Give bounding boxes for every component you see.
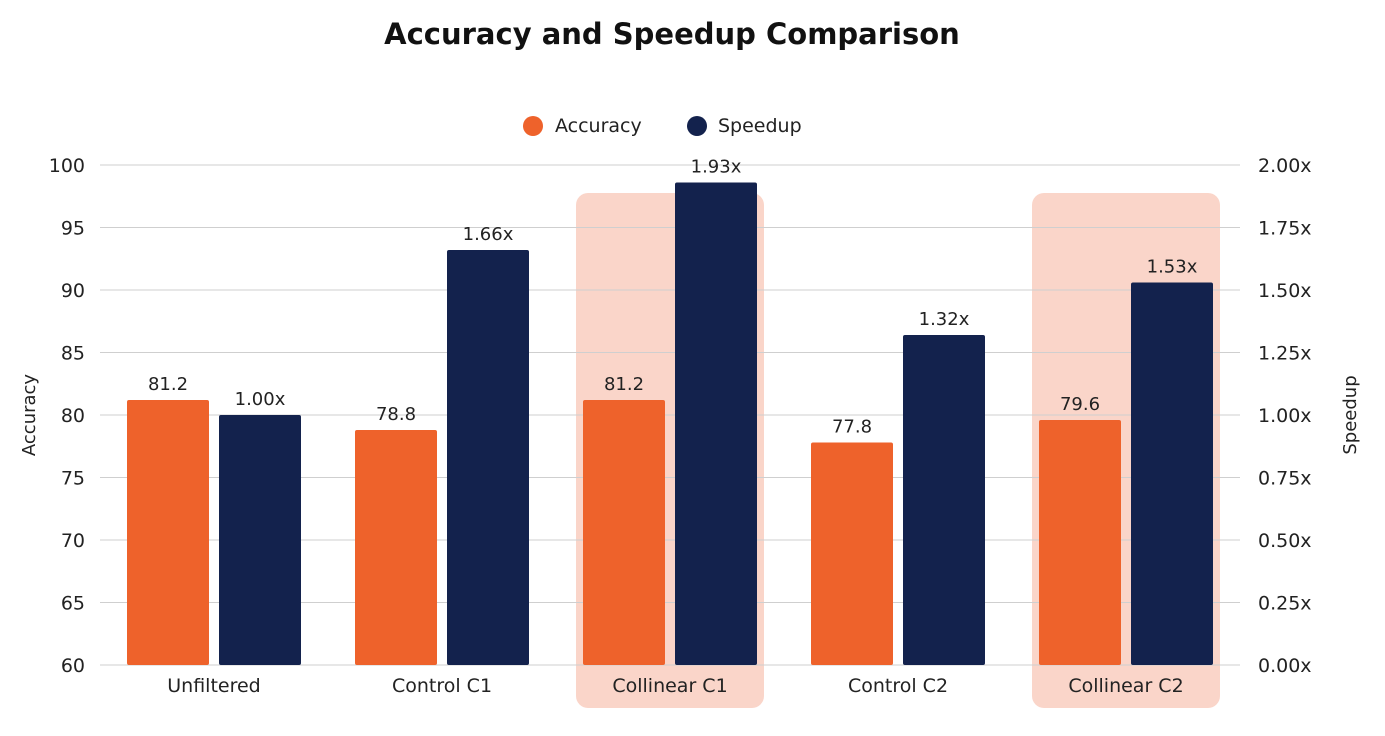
category-label-control-c2: Control C2 (848, 675, 948, 697)
data-label-speedup-collinear-c1: 1.93x (691, 157, 742, 178)
left-tick-label: 80 (61, 405, 85, 427)
right-tick-label: 1.50x (1258, 280, 1312, 302)
data-labels: 81.2 1.00x 78.8 1.66x 81.2 1.93x 77.8 1.32x 79.6… (148, 157, 1198, 438)
right-tick-label: 1.75x (1258, 218, 1312, 240)
legend-label-speedup: Speedup (718, 115, 802, 137)
right-tick-label: 1.00x (1258, 405, 1312, 427)
bar-speedup-collinear-c1 (675, 182, 757, 665)
category-labels: Unfiltered Control C1 Collinear C1 Control … (167, 675, 1183, 697)
category-label-collinear-c1: Collinear C1 (612, 675, 727, 697)
left-tick-label: 90 (61, 280, 85, 302)
bar-speedup-control-c2 (903, 335, 985, 665)
right-tick-label: 1.25x (1258, 343, 1312, 365)
bar-speedup-control-c1 (447, 250, 529, 665)
highlight-bands (576, 193, 1220, 708)
right-axis-title: Speedup (1340, 375, 1361, 454)
data-label-speedup-control-c2: 1.32x (919, 309, 970, 330)
right-tick-label: 2.00x (1258, 155, 1312, 177)
data-label-accuracy-unfiltered: 81.2 (148, 374, 188, 395)
left-axis-title: Accuracy (19, 374, 40, 457)
left-tick-label: 75 (61, 468, 85, 490)
legend-label-accuracy: Accuracy (555, 115, 642, 137)
bar-accuracy-collinear-c1 (583, 400, 665, 665)
bar-accuracy-collinear-c2 (1039, 420, 1121, 665)
left-tick-label: 65 (61, 593, 85, 615)
left-tick-label: 100 (49, 155, 85, 177)
bar-accuracy-control-c2 (811, 442, 893, 665)
right-axis-ticks: 0.00x 0.25x 0.50x 0.75x 1.00x 1.25x 1.50x 1.75x… (1258, 155, 1312, 677)
bar-speedup-unfiltered (219, 415, 301, 665)
right-tick-label: 0.75x (1258, 468, 1312, 490)
right-tick-label: 0.25x (1258, 593, 1312, 615)
right-tick-label: 0.00x (1258, 655, 1312, 677)
chart-title: Accuracy and Speedup Comparison (384, 17, 960, 51)
data-label-accuracy-collinear-c2: 79.6 (1060, 394, 1100, 415)
category-label-collinear-c2: Collinear C2 (1068, 675, 1183, 697)
category-label-unfiltered: Unfiltered (167, 675, 260, 697)
data-label-speedup-unfiltered: 1.00x (235, 389, 286, 410)
category-label-control-c1: Control C1 (392, 675, 492, 697)
left-tick-label: 85 (61, 343, 85, 365)
data-label-accuracy-control-c1: 78.8 (376, 404, 416, 425)
bar-speedup-collinear-c2 (1131, 282, 1213, 665)
right-tick-label: 0.50x (1258, 530, 1312, 552)
left-tick-label: 95 (61, 218, 85, 240)
legend-swatch-accuracy (523, 116, 543, 136)
left-axis-ticks: 60 65 70 75 80 85 90 95 100 (49, 155, 85, 677)
bars (127, 182, 1213, 665)
data-label-speedup-collinear-c2: 1.53x (1147, 257, 1198, 278)
legend: Accuracy Speedup (523, 115, 802, 137)
left-tick-label: 60 (61, 655, 85, 677)
legend-swatch-speedup (687, 116, 707, 136)
data-label-accuracy-control-c2: 77.8 (832, 417, 872, 438)
data-label-accuracy-collinear-c1: 81.2 (604, 374, 644, 395)
data-label-speedup-control-c1: 1.66x (463, 224, 514, 245)
bar-accuracy-control-c1 (355, 430, 437, 665)
left-tick-label: 70 (61, 530, 85, 552)
bar-accuracy-unfiltered (127, 400, 209, 665)
